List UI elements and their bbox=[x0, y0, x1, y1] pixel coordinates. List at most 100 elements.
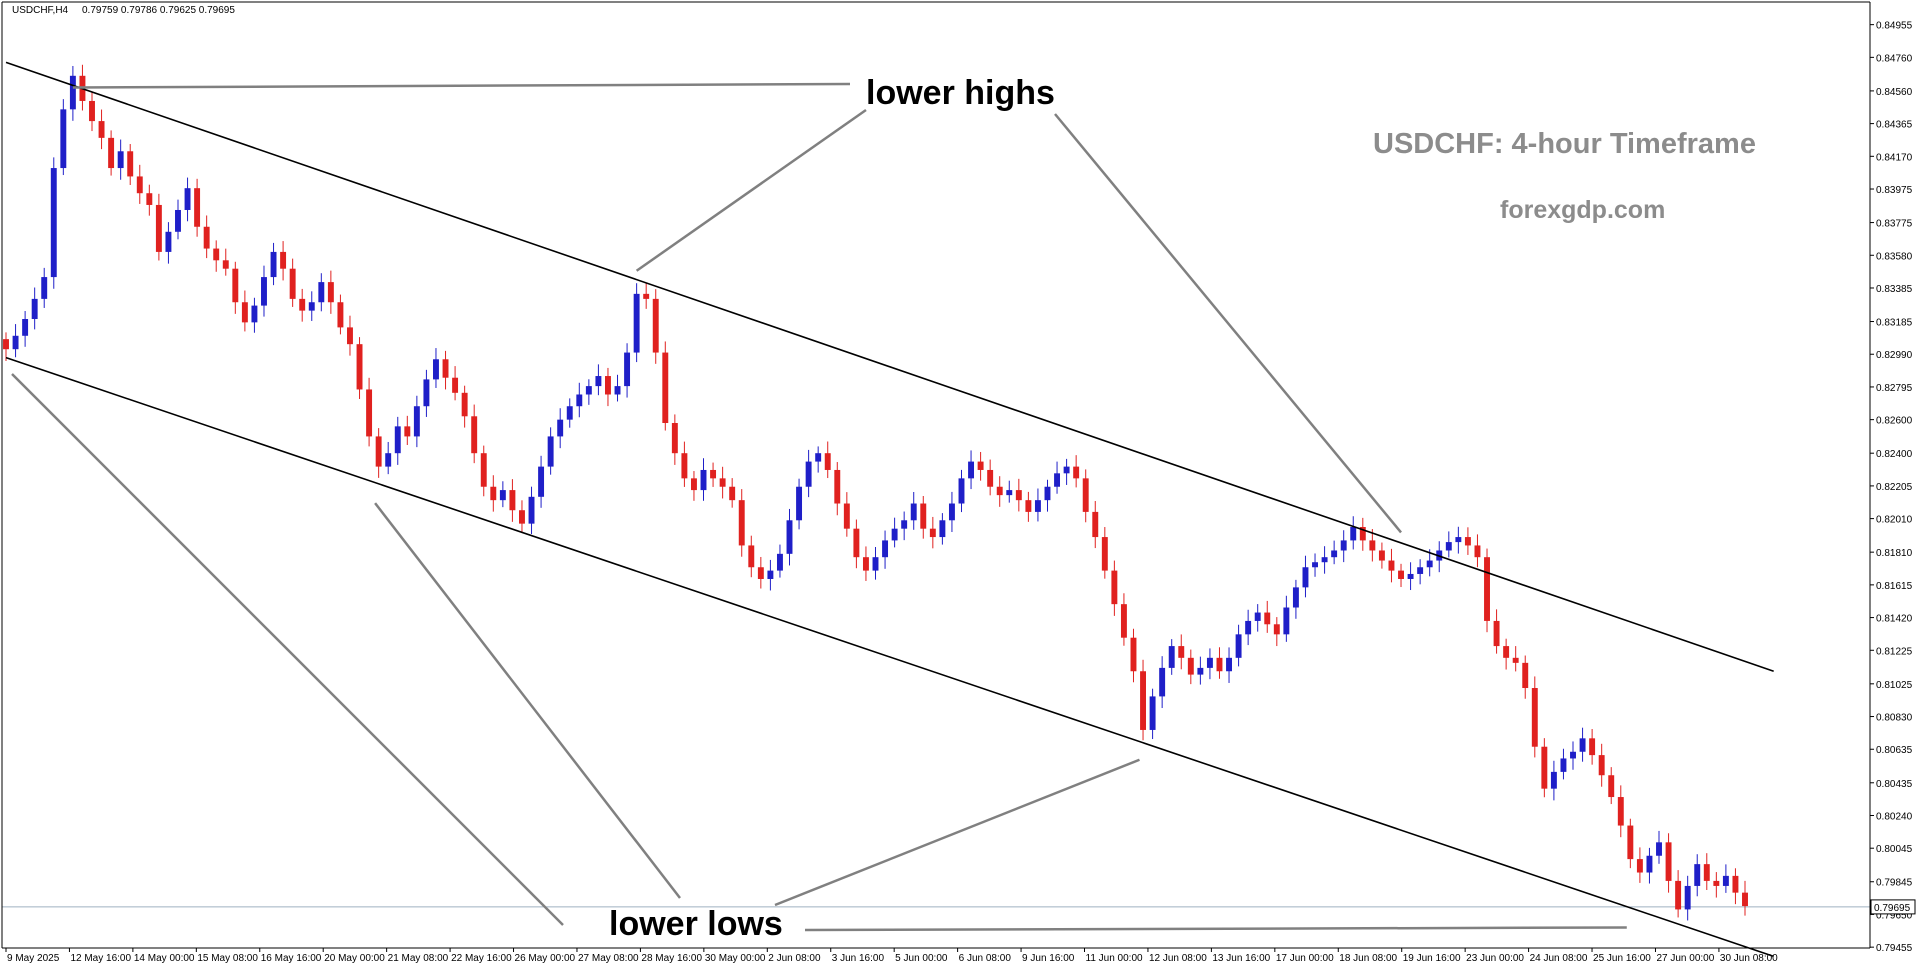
candle bbox=[929, 516, 936, 549]
candle-body bbox=[700, 469, 707, 491]
candle-body bbox=[347, 327, 353, 345]
candle bbox=[1168, 639, 1175, 675]
candle bbox=[738, 489, 745, 557]
candle bbox=[1254, 604, 1261, 632]
x-tick-label: 6 Jun 08:00 bbox=[959, 953, 1012, 964]
current-price-label: 0.79695 bbox=[1874, 903, 1911, 914]
candle bbox=[1522, 655, 1529, 699]
candle-body bbox=[585, 386, 592, 395]
candle-body bbox=[1694, 864, 1701, 886]
candle bbox=[633, 283, 640, 363]
candle-body bbox=[882, 540, 889, 558]
candle bbox=[1140, 659, 1147, 741]
candle-body bbox=[1636, 859, 1643, 873]
candle bbox=[1149, 688, 1156, 740]
candle-body bbox=[251, 305, 258, 323]
candle-body bbox=[1646, 855, 1653, 873]
candle bbox=[1665, 833, 1672, 893]
candle-body bbox=[433, 359, 439, 380]
candle bbox=[499, 481, 506, 508]
candle bbox=[136, 164, 143, 204]
candle-body bbox=[958, 478, 965, 504]
candle-body bbox=[1570, 751, 1576, 759]
candle-body bbox=[1703, 864, 1710, 881]
candle bbox=[1426, 549, 1433, 577]
y-tick-label: 0.82990 bbox=[1876, 350, 1913, 361]
candle bbox=[1656, 830, 1662, 864]
candle bbox=[624, 343, 631, 398]
candle bbox=[69, 65, 76, 121]
candle-body bbox=[461, 392, 468, 417]
candle-body bbox=[1608, 775, 1615, 798]
candle-body bbox=[108, 137, 115, 169]
candle bbox=[585, 379, 592, 405]
candle-body bbox=[413, 406, 420, 437]
candle bbox=[1531, 676, 1538, 758]
candle-body bbox=[127, 151, 134, 177]
candle bbox=[433, 348, 439, 388]
candle-body bbox=[69, 75, 76, 110]
candle bbox=[509, 479, 516, 522]
candle-body bbox=[1092, 511, 1099, 538]
candle bbox=[1398, 563, 1404, 588]
lower-highs-connector bbox=[635, 108, 867, 272]
candle bbox=[1015, 478, 1022, 512]
candle-body bbox=[968, 461, 975, 479]
candle-body bbox=[1522, 662, 1529, 689]
candle-body bbox=[375, 436, 382, 467]
candle-body bbox=[41, 277, 48, 299]
candle-body bbox=[442, 359, 449, 378]
candle-body bbox=[1312, 562, 1318, 568]
candle-body bbox=[1130, 637, 1137, 672]
candle-body bbox=[270, 251, 277, 278]
candle bbox=[710, 462, 717, 487]
candle bbox=[519, 500, 525, 533]
candle-body bbox=[394, 426, 401, 454]
candle-body bbox=[1082, 478, 1089, 512]
y-tick-label: 0.84560 bbox=[1876, 87, 1913, 98]
candle-body bbox=[1464, 537, 1471, 546]
candle-body bbox=[805, 461, 812, 487]
candle bbox=[175, 199, 181, 240]
candle bbox=[786, 508, 793, 566]
candle-body bbox=[480, 453, 487, 487]
y-tick-label: 0.81025 bbox=[1876, 680, 1913, 691]
candle-body bbox=[356, 344, 363, 390]
candle-body bbox=[652, 298, 659, 353]
candle-body bbox=[1503, 646, 1510, 658]
candle-body bbox=[987, 469, 994, 487]
x-tick-label: 28 May 16:00 bbox=[641, 953, 702, 964]
site-label: forexgdp.com bbox=[1500, 196, 1665, 224]
candle bbox=[241, 290, 248, 332]
candle-body bbox=[22, 319, 29, 336]
candle bbox=[127, 144, 134, 186]
candle-body bbox=[1512, 657, 1519, 663]
candle-body bbox=[203, 226, 210, 249]
candle bbox=[270, 242, 277, 286]
y-tick-label: 0.84170 bbox=[1876, 152, 1913, 163]
y-tick-label: 0.81420 bbox=[1876, 614, 1913, 625]
y-tick-label: 0.83975 bbox=[1876, 185, 1913, 196]
candle-body bbox=[1216, 657, 1223, 672]
candle bbox=[1464, 527, 1471, 555]
candle bbox=[1617, 785, 1624, 838]
candle bbox=[1608, 767, 1615, 805]
y-tick-label: 0.82795 bbox=[1876, 383, 1913, 394]
candle bbox=[1627, 818, 1634, 869]
candle-body bbox=[834, 469, 841, 504]
candle-body bbox=[1187, 657, 1194, 675]
candle bbox=[1206, 648, 1213, 680]
candle-body bbox=[1178, 646, 1185, 658]
y-tick-label: 0.80240 bbox=[1876, 811, 1913, 822]
candle-body bbox=[1149, 696, 1156, 730]
candle bbox=[1455, 526, 1462, 554]
candle bbox=[213, 240, 220, 272]
candle bbox=[700, 458, 707, 501]
candle bbox=[757, 556, 764, 589]
candle bbox=[1063, 458, 1070, 485]
candle bbox=[1350, 516, 1357, 550]
y-tick-label: 0.81810 bbox=[1876, 548, 1913, 559]
candle bbox=[1006, 480, 1013, 503]
candle-body bbox=[1111, 570, 1118, 605]
